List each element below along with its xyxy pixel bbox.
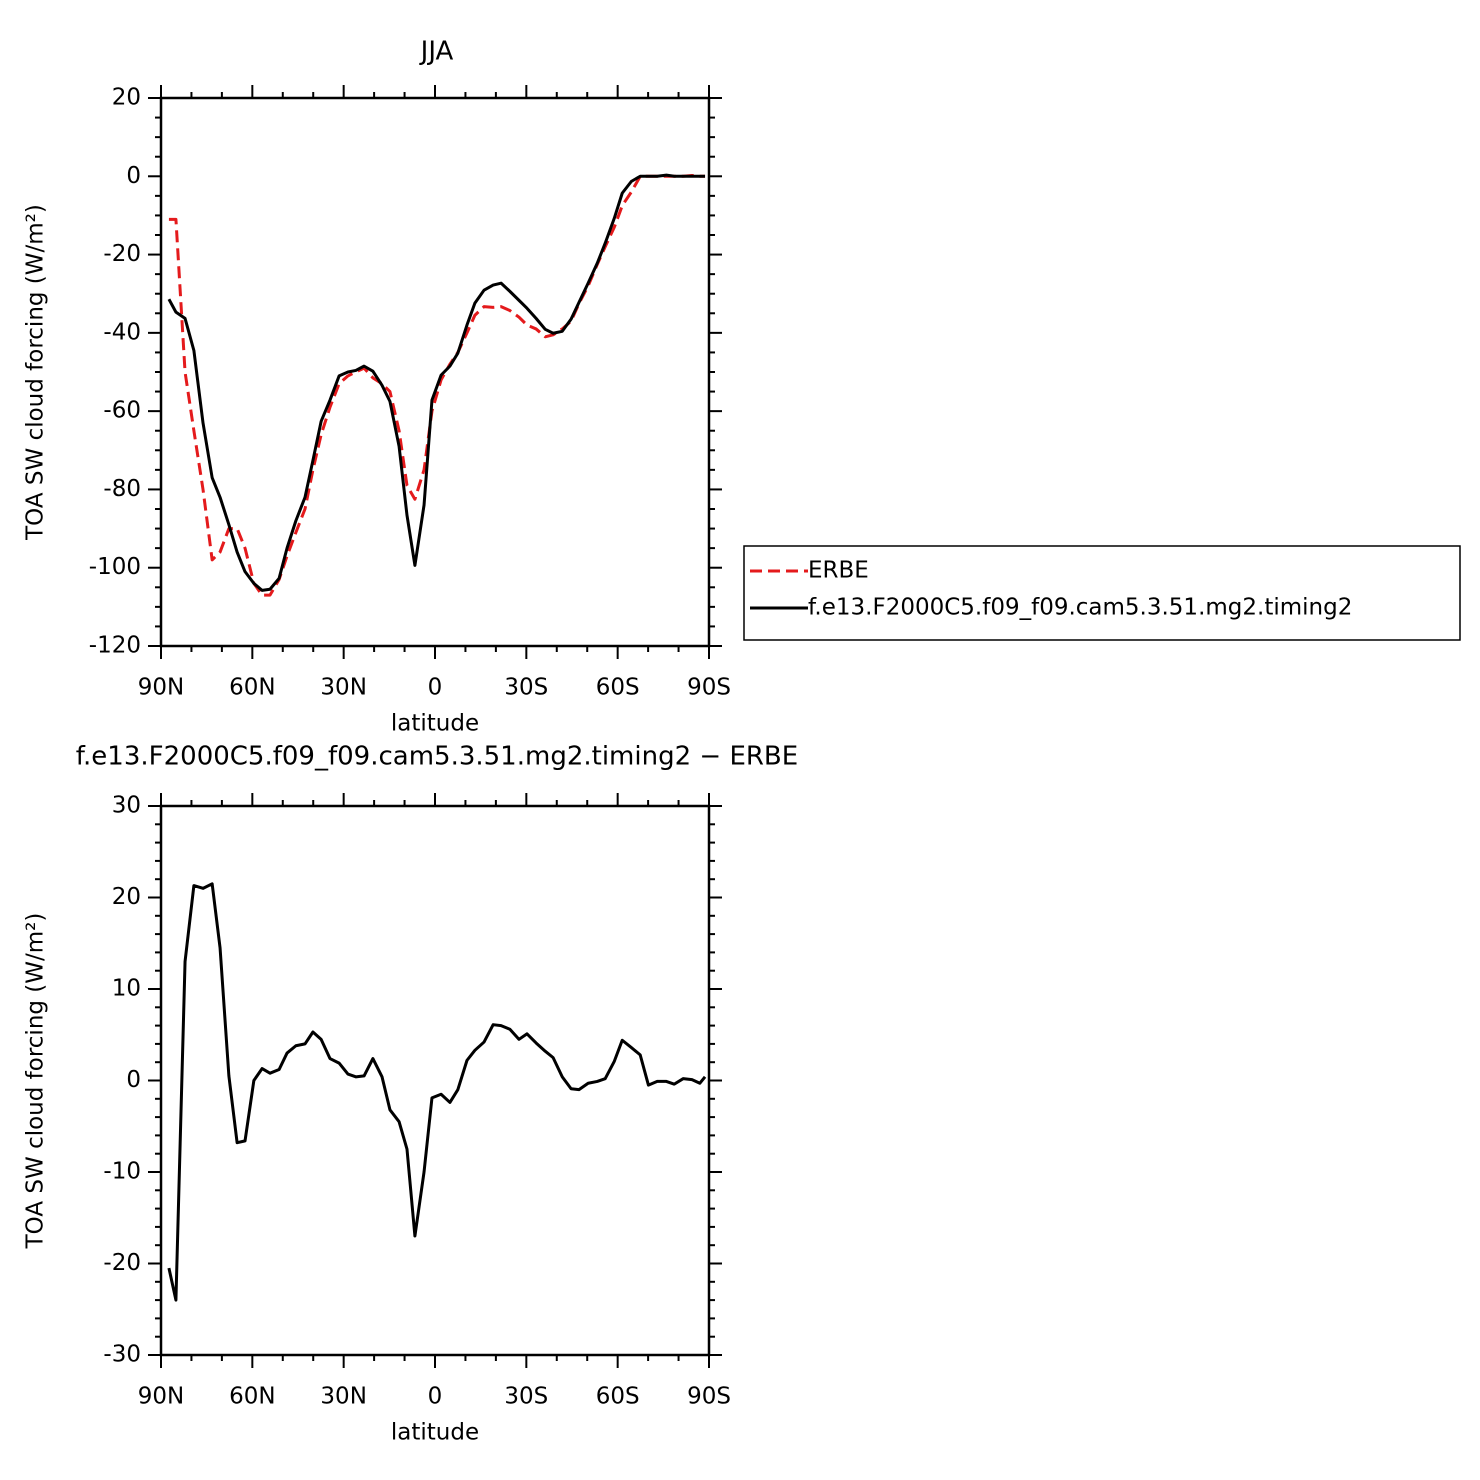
x-tick-label: 90S	[687, 1384, 731, 1410]
x-tick-label: 60N	[229, 675, 275, 701]
x-tick-label: 30S	[504, 1384, 548, 1410]
y-tick-label: -20	[103, 241, 141, 267]
legend-box	[743, 545, 1461, 641]
x-tick-label: 60N	[229, 1384, 275, 1410]
plot-frame	[159, 804, 711, 1357]
y-tick-label: 0	[126, 1067, 141, 1093]
y-tick-label: 0	[126, 163, 141, 189]
y-tick-label: 20	[112, 884, 141, 910]
y-tick-label: -40	[103, 319, 141, 345]
x-tick-label: 0	[428, 1384, 443, 1410]
y-tick-label: -10	[103, 1159, 141, 1185]
legend-label: f.e13.F2000C5.f09_f09.cam5.3.51.mg2.timi…	[808, 595, 1352, 621]
y-axis-label: TOA SW cloud forcing (W/m²)	[23, 913, 49, 1250]
y-tick-label: -20	[103, 1250, 141, 1276]
plot-frame	[159, 96, 711, 648]
y-tick-label: -80	[103, 476, 141, 502]
chart-title: f.e13.F2000C5.f09_f09.cam5.3.51.mg2.timi…	[76, 742, 798, 772]
y-tick-label: 20	[112, 85, 141, 111]
y-tick-label: 30	[112, 793, 141, 819]
x-tick-label: 0	[428, 675, 443, 701]
x-tick-label: 60S	[596, 675, 640, 701]
x-axis-label: latitude	[391, 1420, 479, 1446]
series-line	[168, 174, 706, 597]
x-tick-label: 30N	[320, 1384, 366, 1410]
x-tick-label: 90N	[138, 1384, 184, 1410]
y-tick-label: -30	[103, 1342, 141, 1368]
x-tick-label: 60S	[596, 1384, 640, 1410]
chart-title: JJA	[419, 37, 454, 67]
y-tick-label: -60	[103, 398, 141, 424]
legend: ERBE f.e13.F2000C5.f09_f09.cam5.3.51.mg2.…	[743, 545, 1461, 641]
y-axis-label: TOA SW cloud forcing (W/m²)	[23, 204, 49, 541]
series-line	[167, 173, 706, 592]
legend-label: ERBE	[808, 558, 869, 584]
series-line	[167, 882, 707, 1302]
y-tick-label: 10	[112, 976, 141, 1002]
x-axis-label: latitude	[391, 711, 479, 737]
y-tick-label: -120	[89, 633, 141, 659]
x-tick-label: 30N	[320, 675, 366, 701]
x-tick-label: 90N	[138, 675, 184, 701]
x-tick-label: 30S	[504, 675, 548, 701]
y-tick-label: -100	[89, 554, 141, 580]
x-tick-label: 90S	[687, 675, 731, 701]
